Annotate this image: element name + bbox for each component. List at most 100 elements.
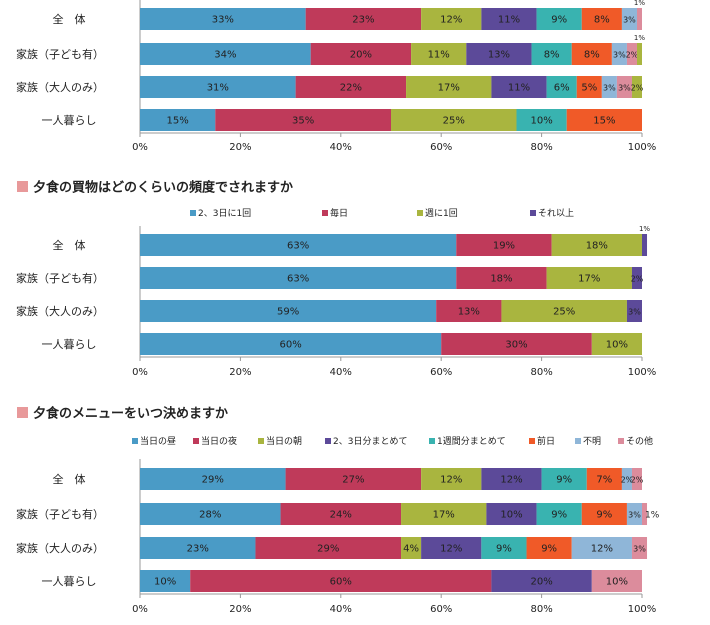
bar-segment <box>566 109 642 131</box>
chart-panel-1: 0% 20% 40% 60% 80% 100% 全 体 33% 23% 12% 11% 9% 8% 3% 1… <box>16 0 656 153</box>
bar-segment <box>140 300 437 322</box>
x-tick-label: 60% <box>430 142 452 153</box>
bar-segment <box>140 76 296 98</box>
data-label: 33% <box>212 15 234 26</box>
data-label: 9% <box>596 510 612 521</box>
data-label: 19% <box>493 241 515 252</box>
data-label: 3% <box>628 308 641 317</box>
category-label: 全 体 <box>53 12 86 26</box>
legend-entry: 不明 <box>583 436 601 447</box>
data-label: 11% <box>508 83 530 94</box>
bar-segment <box>391 109 517 131</box>
legend-entry: 2、3日に1回 <box>198 208 251 219</box>
x-tick-label: 20% <box>229 367 251 378</box>
bar-segment <box>571 43 612 65</box>
legend-entry: 週に1回 <box>425 208 458 219</box>
legend-entry: その他 <box>626 435 653 447</box>
data-label: 34% <box>214 50 236 61</box>
bar-segment <box>255 537 402 559</box>
bar-segment <box>140 43 311 65</box>
x-tick-label: 40% <box>330 604 352 615</box>
x-tick-label: 80% <box>530 142 552 153</box>
bar-segment <box>481 468 542 490</box>
data-label: 7% <box>596 475 612 486</box>
data-label: 8% <box>544 50 560 61</box>
category-label: 一人暮らし <box>42 113 97 127</box>
bar-segment <box>631 468 642 490</box>
data-label: 3% <box>623 16 636 25</box>
data-label: 29% <box>317 544 339 555</box>
data-label: 23% <box>187 544 209 555</box>
data-label: 25% <box>443 116 465 127</box>
category-label: 家族（大人のみ） <box>16 80 104 94</box>
data-label: 10% <box>154 577 176 588</box>
bar-segment <box>421 8 482 30</box>
bar-segment <box>631 76 642 98</box>
data-label: 9% <box>541 544 557 555</box>
bar-segment <box>491 76 547 98</box>
data-label: 59% <box>277 307 299 318</box>
data-label: 11% <box>428 50 450 61</box>
bar-segment <box>626 503 642 525</box>
legend-swatch <box>190 210 196 216</box>
bar-segment <box>481 8 537 30</box>
bar-segment <box>626 300 642 322</box>
data-label: 60% <box>330 577 352 588</box>
legend-entry: それ以上 <box>538 208 574 219</box>
bar-segment <box>601 76 617 98</box>
bar-segment <box>140 8 306 30</box>
legend-swatch <box>132 438 138 444</box>
data-label: 15% <box>167 116 189 127</box>
bar-segment <box>280 503 402 525</box>
data-label: 18% <box>586 241 608 252</box>
data-label: 12% <box>440 544 462 555</box>
data-label: 25% <box>553 307 575 318</box>
bar-segment <box>531 43 572 65</box>
legend-swatch <box>193 438 199 444</box>
bar-segment <box>140 109 216 131</box>
data-label: 9% <box>496 544 512 555</box>
data-label: 20% <box>530 577 552 588</box>
x-tick-label: 80% <box>530 367 552 378</box>
bar-segment <box>140 234 457 256</box>
data-label: 9% <box>551 510 567 521</box>
data-label: 5% <box>581 83 597 94</box>
bar-segment <box>576 76 602 98</box>
data-label: 8% <box>594 15 610 26</box>
bar-segment <box>401 503 487 525</box>
data-label: 17% <box>578 274 600 285</box>
data-label: 20% <box>350 50 372 61</box>
bar-segment <box>636 8 642 30</box>
bar-segment <box>571 537 632 559</box>
bar-segment <box>516 109 567 131</box>
data-label: 3% <box>603 84 616 93</box>
chart-title: 夕食のメニューをいつ決めますか <box>33 406 228 422</box>
legend-swatch <box>575 438 581 444</box>
x-tick-label: 100% <box>628 367 657 378</box>
bar-segment <box>441 333 592 355</box>
data-label: 12% <box>440 475 462 486</box>
bar-segment <box>586 468 622 490</box>
bar-segment <box>456 267 547 289</box>
category-label: 家族（子ども有） <box>16 507 104 521</box>
legend-entry: 2、3日分まとめて <box>333 436 407 447</box>
bar-segment <box>401 537 422 559</box>
data-label: 2% <box>631 275 644 284</box>
bar-segment <box>621 8 637 30</box>
legend-swatch <box>529 438 535 444</box>
heading-square-icon <box>17 407 28 418</box>
bar-segment <box>591 333 642 355</box>
data-label: 12% <box>591 544 613 555</box>
category-label: 家族（大人のみ） <box>16 541 104 555</box>
data-label: 13% <box>458 307 480 318</box>
bar-segment <box>486 503 537 525</box>
data-label: 6% <box>554 83 570 94</box>
bar-segment <box>140 267 457 289</box>
bar-segment <box>551 234 642 256</box>
x-tick-label: 100% <box>628 604 657 615</box>
bar-segment <box>546 76 577 98</box>
data-label: 10% <box>500 510 522 521</box>
bar-segment <box>631 267 642 289</box>
category-label: 全 体 <box>53 238 86 252</box>
